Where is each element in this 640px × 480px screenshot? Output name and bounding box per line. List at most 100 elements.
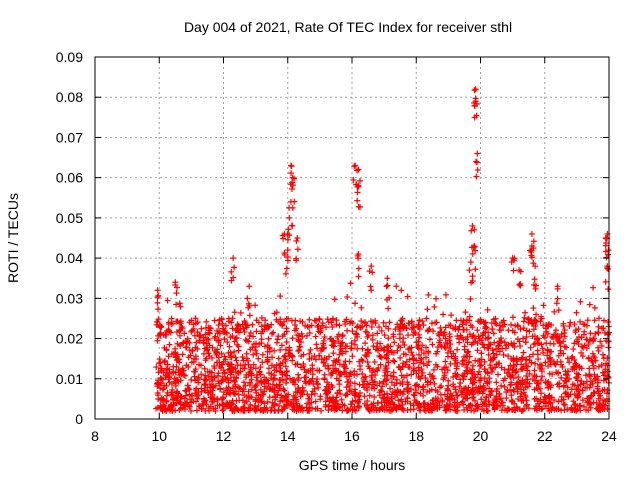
data-point xyxy=(491,339,498,346)
data-point xyxy=(364,349,371,356)
data-point xyxy=(484,378,491,385)
data-point xyxy=(564,384,571,391)
data-point xyxy=(265,335,272,342)
data-point xyxy=(420,392,427,399)
data-point xyxy=(478,337,485,344)
data-point xyxy=(177,393,184,400)
data-point xyxy=(245,407,252,414)
data-point xyxy=(578,334,585,341)
data-point xyxy=(588,392,595,399)
data-point xyxy=(571,366,578,373)
data-point xyxy=(366,392,373,399)
data-point xyxy=(366,407,373,414)
data-point xyxy=(505,327,512,334)
data-point xyxy=(205,350,212,357)
data-point xyxy=(396,364,403,371)
data-point xyxy=(226,399,233,406)
data-point xyxy=(288,317,295,324)
data-point xyxy=(566,323,573,330)
data-point xyxy=(294,331,301,338)
data-point xyxy=(237,309,244,316)
data-point xyxy=(220,406,227,413)
data-point xyxy=(511,255,518,262)
data-point xyxy=(405,332,412,339)
data-point xyxy=(553,369,560,376)
data-point xyxy=(398,396,405,403)
data-point xyxy=(164,297,171,304)
data-point xyxy=(221,336,228,343)
data-point xyxy=(343,384,350,391)
data-point xyxy=(465,359,472,366)
data-point xyxy=(461,406,468,413)
data-point xyxy=(321,355,328,362)
data-point xyxy=(368,287,375,294)
data-point xyxy=(284,247,291,254)
data-point xyxy=(571,321,578,328)
data-point xyxy=(369,379,376,386)
data-point xyxy=(320,360,327,367)
data-point xyxy=(337,346,344,353)
data-point xyxy=(468,341,475,348)
data-point xyxy=(552,361,559,368)
data-point xyxy=(453,365,460,372)
data-point xyxy=(315,322,322,329)
data-point xyxy=(559,363,566,370)
data-point xyxy=(442,345,449,352)
data-point xyxy=(451,399,458,406)
data-point xyxy=(342,369,349,376)
data-point xyxy=(441,391,448,398)
data-point xyxy=(393,376,400,383)
data-point xyxy=(231,264,238,271)
data-point xyxy=(278,342,285,349)
data-point xyxy=(512,368,519,375)
data-point xyxy=(181,395,188,402)
data-point xyxy=(277,365,284,372)
data-point xyxy=(460,361,467,368)
data-point xyxy=(308,377,315,384)
data-point xyxy=(317,325,324,332)
data-point xyxy=(507,381,514,388)
data-point xyxy=(271,372,278,379)
data-point xyxy=(232,327,239,334)
data-point xyxy=(570,346,577,353)
data-point xyxy=(339,401,346,408)
data-point xyxy=(505,366,512,373)
data-point xyxy=(173,290,180,297)
data-point xyxy=(218,350,225,357)
data-point xyxy=(309,371,316,378)
data-point xyxy=(387,385,394,392)
data-point xyxy=(376,352,383,359)
data-point xyxy=(595,395,602,402)
y-tick-label: 0.09 xyxy=(56,49,83,65)
data-point xyxy=(331,296,338,303)
data-point xyxy=(389,349,396,356)
data-point xyxy=(227,334,234,341)
data-point xyxy=(576,364,583,371)
data-point xyxy=(430,366,437,373)
data-point xyxy=(234,322,241,329)
data-point xyxy=(261,383,268,390)
data-point xyxy=(390,333,397,340)
data-point xyxy=(525,319,532,326)
data-point xyxy=(404,395,411,402)
data-point xyxy=(369,269,376,276)
data-point xyxy=(226,365,233,372)
data-point xyxy=(501,339,508,346)
data-point xyxy=(391,393,398,400)
data-point xyxy=(469,380,476,387)
data-point xyxy=(373,343,380,350)
data-point xyxy=(351,368,358,375)
data-point xyxy=(287,375,294,382)
data-point xyxy=(586,365,593,372)
data-point xyxy=(246,283,253,290)
data-point xyxy=(471,226,478,233)
data-point xyxy=(271,347,278,354)
data-point xyxy=(186,403,193,410)
data-point xyxy=(163,398,170,405)
data-point xyxy=(521,314,528,321)
data-point xyxy=(159,386,166,393)
data-point xyxy=(194,376,201,383)
data-point xyxy=(325,386,332,393)
data-point xyxy=(282,358,289,365)
